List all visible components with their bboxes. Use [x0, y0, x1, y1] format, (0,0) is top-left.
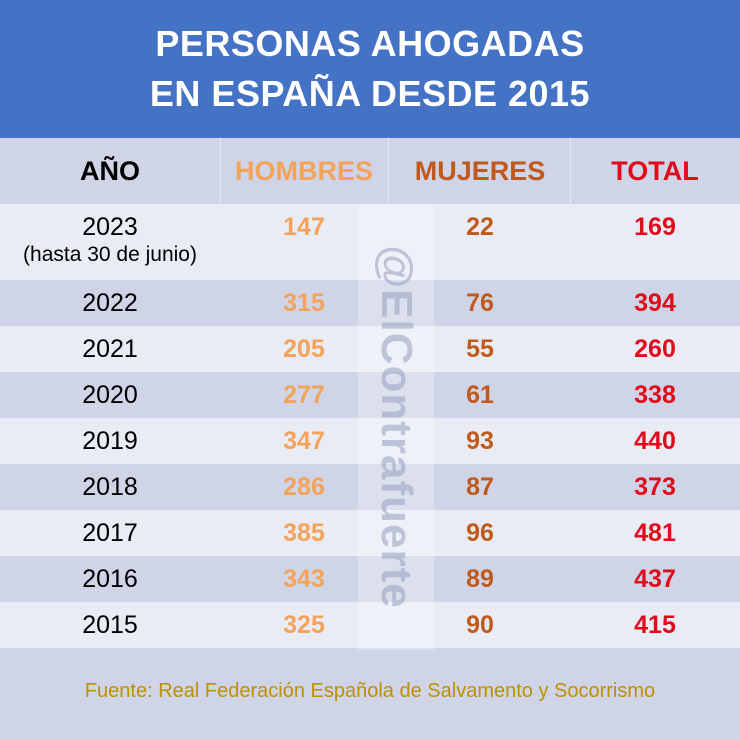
cell-women: 22	[466, 213, 494, 241]
header-men: HOMBRES	[234, 155, 373, 186]
title-line-1: PERSONAS AHOGADAS	[155, 23, 585, 64]
table-row: 2017 385 96 481	[0, 510, 740, 556]
table-header: AÑO HOMBRES MUJERES TOTAL	[0, 138, 740, 204]
cell-women: 96	[466, 519, 494, 547]
cell-men: 147	[283, 213, 325, 241]
table-row: 2018 286 87 373	[0, 464, 740, 510]
cell-total: 440	[634, 427, 676, 455]
watermark-text: @ElContrafuerte	[372, 245, 421, 609]
year-value: 2017	[82, 519, 138, 547]
year-value: 2022	[82, 289, 138, 317]
cell-year: 2022	[0, 288, 220, 318]
year-value: 2023	[82, 213, 138, 241]
cell-women: 89	[466, 565, 494, 593]
cell-year: 2023 (hasta 30 de junio)	[0, 212, 220, 268]
cell-men: 286	[283, 473, 325, 501]
header-divider	[220, 138, 221, 204]
year-value: 2019	[82, 427, 138, 455]
cell-year: 2019	[0, 426, 220, 456]
header-divider	[570, 138, 571, 204]
cell-women: 87	[466, 473, 494, 501]
cell-total: 260	[634, 335, 676, 363]
cell-total: 481	[634, 519, 676, 547]
table-row: 2023 (hasta 30 de junio) 147 22 169	[0, 204, 740, 280]
cell-year: 2020	[0, 380, 220, 410]
cell-total: 373	[634, 473, 676, 501]
year-note: (hasta 30 de junio)	[23, 243, 197, 266]
title-line-2: EN ESPAÑA DESDE 2015	[149, 73, 591, 114]
header-divider	[388, 138, 389, 204]
cell-women: 76	[466, 289, 494, 317]
cell-men: 205	[283, 335, 325, 363]
year-value: 2015	[82, 611, 138, 639]
cell-total: 415	[634, 611, 676, 639]
year-value: 2016	[82, 565, 138, 593]
cell-men: 347	[283, 427, 325, 455]
cell-year: 2015	[0, 610, 220, 640]
cell-women: 55	[466, 335, 494, 363]
title-banner: PERSONAS AHOGADAS EN ESPAÑA DESDE 2015	[0, 0, 740, 138]
cell-men: 325	[283, 611, 325, 639]
cell-year: 2017	[0, 518, 220, 548]
cell-men: 385	[283, 519, 325, 547]
cell-year: 2016	[0, 564, 220, 594]
table-row: 2021 205 55 260	[0, 326, 740, 372]
header-women: MUJERES	[414, 155, 546, 186]
cell-year: 2018	[0, 472, 220, 502]
table-row: 2022 315 76 394	[0, 280, 740, 326]
cell-women: 93	[466, 427, 494, 455]
table-row: 2016 343 89 437	[0, 556, 740, 602]
cell-men: 315	[283, 289, 325, 317]
year-value: 2021	[82, 335, 138, 363]
year-value: 2020	[82, 381, 138, 409]
source-note: Fuente: Real Federación Española de Salv…	[0, 650, 740, 740]
table-row: 2015 325 90 415	[0, 602, 740, 648]
table-row: 2019 347 93 440	[0, 418, 740, 464]
cell-men: 277	[283, 381, 325, 409]
cell-total: 169	[634, 213, 676, 241]
header-total: TOTAL	[611, 155, 699, 186]
watermark-band	[358, 204, 434, 650]
cell-women: 61	[466, 381, 494, 409]
cell-total: 394	[634, 289, 676, 317]
cell-women: 90	[466, 611, 494, 639]
cell-total: 338	[634, 381, 676, 409]
cell-year: 2021	[0, 334, 220, 364]
year-value: 2018	[82, 473, 138, 501]
header-year: AÑO	[80, 155, 140, 186]
cell-men: 343	[283, 565, 325, 593]
cell-total: 437	[634, 565, 676, 593]
table-row: 2020 277 61 338	[0, 372, 740, 418]
